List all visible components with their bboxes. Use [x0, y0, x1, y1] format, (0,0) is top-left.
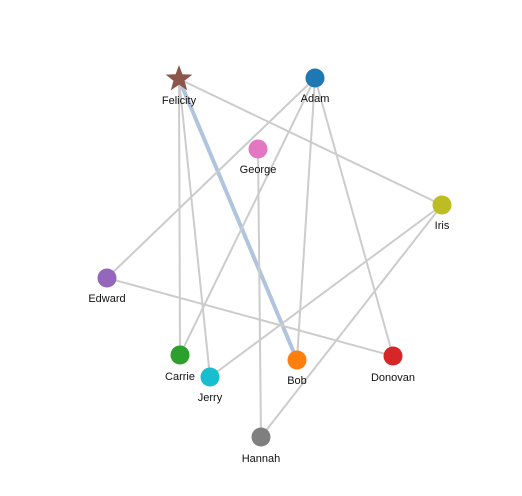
node-george-circle[interactable] — [248, 139, 268, 159]
node-bob-circle[interactable] — [287, 350, 307, 370]
edge-iris-hannah — [260, 204, 443, 438]
edge-layer — [106, 77, 443, 438]
node-adam-circle[interactable] — [305, 68, 325, 88]
edge-felicity-carrie — [178, 78, 181, 356]
node-iris-label: Iris — [435, 220, 450, 232]
node-edward-label: Edward — [88, 293, 125, 305]
node-bob-label: Bob — [287, 375, 307, 387]
node-hannah-label: Hannah — [242, 453, 281, 465]
node-bob[interactable]: Bob — [287, 350, 307, 388]
node-donovan-circle[interactable] — [383, 346, 403, 366]
node-george-label: George — [240, 164, 277, 176]
node-felicity[interactable]: Felicity — [162, 65, 197, 107]
node-jerry-circle[interactable] — [200, 367, 220, 387]
node-adam-label: Adam — [301, 93, 330, 105]
node-carrie-label: Carrie — [165, 371, 195, 383]
edge-adam-carrie — [179, 77, 316, 356]
edge-felicity-jerry — [178, 78, 211, 378]
node-donovan-label: Donovan — [371, 372, 415, 384]
node-iris[interactable]: Iris — [432, 195, 452, 233]
edge-adam-donovan — [314, 77, 394, 357]
node-jerry-label: Jerry — [198, 392, 223, 404]
node-carrie-circle[interactable] — [170, 345, 190, 365]
node-felicity-label: Felicity — [162, 95, 197, 107]
edge-iris-jerry — [209, 204, 443, 378]
node-donovan[interactable]: Donovan — [371, 346, 415, 385]
node-george[interactable]: George — [240, 139, 277, 177]
node-hannah-circle[interactable] — [251, 427, 271, 447]
edge-george-hannah — [257, 148, 262, 438]
node-edward-circle[interactable] — [97, 268, 117, 288]
node-carrie[interactable]: Carrie — [165, 345, 195, 384]
edge-edward-donovan — [106, 277, 394, 357]
edge-adam-edward — [106, 77, 316, 279]
node-iris-circle[interactable] — [432, 195, 452, 215]
node-adam[interactable]: Adam — [301, 68, 330, 106]
node-edward[interactable]: Edward — [88, 268, 126, 306]
node-hannah[interactable]: Hannah — [242, 427, 281, 466]
node-jerry[interactable]: Jerry — [198, 367, 223, 405]
edge-felicity-bob — [177, 77, 299, 362]
node-felicity-star[interactable] — [165, 65, 193, 91]
edge-adam-bob — [296, 77, 316, 361]
